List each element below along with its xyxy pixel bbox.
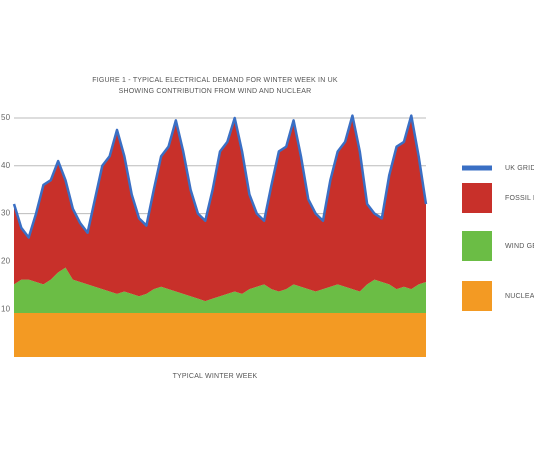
y-tick-label: 30 [1, 209, 11, 218]
area [14, 267, 426, 314]
y-tick-label: 10 [1, 304, 11, 313]
y-tick-label: 40 [1, 161, 11, 170]
legend-label: UK GRID D [505, 165, 534, 172]
legend-label: WIND GEN [505, 243, 534, 250]
chart-title: FIGURE 1 - TYPICAL ELECTRICAL DEMAND FOR… [92, 77, 338, 84]
legend-swatch [462, 281, 492, 311]
legend-swatch [462, 165, 492, 171]
y-tick-label: 20 [1, 257, 11, 266]
legend-label: NUCLEAR [505, 293, 534, 300]
y-tick-label: 50 [1, 113, 11, 122]
legend-swatch [462, 183, 492, 213]
area [14, 313, 426, 357]
legend-label: FOSSIL FU [505, 195, 534, 202]
chart-subtitle: SHOWING CONTRIBUTION FROM WIND AND NUCLE… [119, 88, 312, 95]
area [14, 115, 426, 302]
x-axis-label: TYPICAL WINTER WEEK [173, 373, 258, 380]
line [12, 114, 428, 239]
legend-swatch [462, 231, 492, 261]
